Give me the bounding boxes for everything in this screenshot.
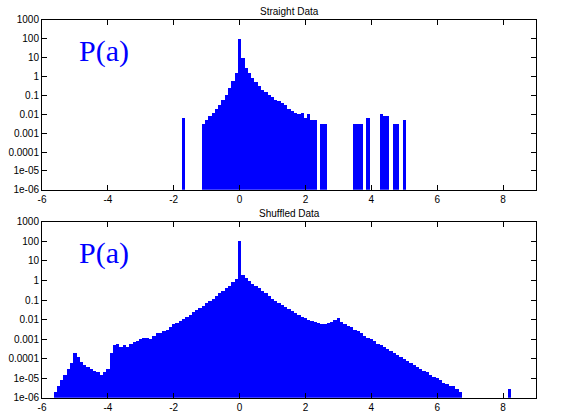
svg-text:0.001: 0.001 xyxy=(14,334,39,345)
svg-text:1: 1 xyxy=(33,275,39,286)
svg-text:P(a): P(a) xyxy=(79,236,129,270)
svg-text:0.1: 0.1 xyxy=(25,295,39,306)
svg-text:0: 0 xyxy=(237,402,243,413)
svg-text:10: 10 xyxy=(28,255,40,266)
svg-text:6: 6 xyxy=(434,402,440,413)
svg-text:8: 8 xyxy=(500,194,506,205)
svg-text:1: 1 xyxy=(33,71,39,82)
svg-text:-6: -6 xyxy=(38,402,47,413)
svg-text:-4: -4 xyxy=(103,402,112,413)
svg-text:1000: 1000 xyxy=(17,14,40,25)
svg-text:4: 4 xyxy=(369,402,375,413)
svg-text:8: 8 xyxy=(500,402,506,413)
svg-text:0.01: 0.01 xyxy=(20,314,40,325)
svg-text:100: 100 xyxy=(22,33,39,44)
svg-text:1e-06: 1e-06 xyxy=(13,392,39,403)
svg-text:-2: -2 xyxy=(169,402,178,413)
svg-text:6: 6 xyxy=(434,194,440,205)
svg-text:Straight Data: Straight Data xyxy=(260,6,319,17)
svg-text:4: 4 xyxy=(369,194,375,205)
svg-text:1000: 1000 xyxy=(17,216,40,227)
svg-text:0.0001: 0.0001 xyxy=(8,353,39,364)
svg-text:10: 10 xyxy=(28,52,40,63)
svg-text:0.001: 0.001 xyxy=(14,128,39,139)
svg-text:0.0001: 0.0001 xyxy=(8,147,39,158)
svg-text:1e-06: 1e-06 xyxy=(13,184,39,195)
svg-text:1e-05: 1e-05 xyxy=(13,373,39,384)
svg-text:-4: -4 xyxy=(103,194,112,205)
svg-text:1e-05: 1e-05 xyxy=(13,165,39,176)
svg-text:P(a): P(a) xyxy=(79,34,129,68)
svg-text:0.1: 0.1 xyxy=(25,90,39,101)
svg-text:-6: -6 xyxy=(38,194,47,205)
svg-text:0: 0 xyxy=(237,194,243,205)
svg-text:0.01: 0.01 xyxy=(20,109,40,120)
svg-text:100: 100 xyxy=(22,236,39,247)
svg-text:-2: -2 xyxy=(169,194,178,205)
svg-text:Shuffled Data: Shuffled Data xyxy=(259,208,320,219)
svg-text:2: 2 xyxy=(303,194,309,205)
svg-text:2: 2 xyxy=(303,402,309,413)
